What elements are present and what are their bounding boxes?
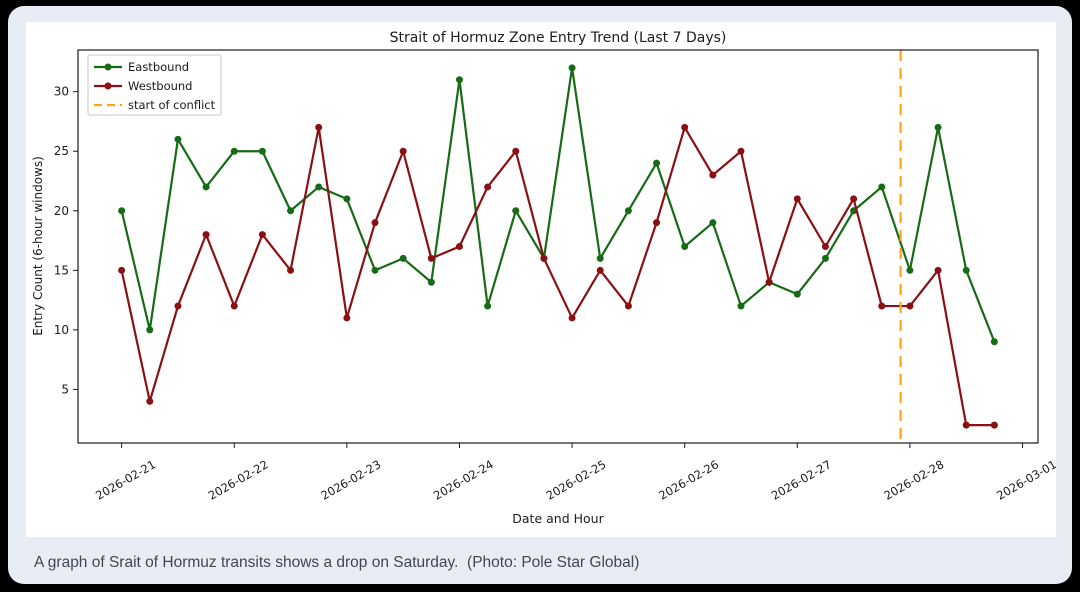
data-point-eastbound [737,302,745,310]
series-line-eastbound [120,66,996,343]
data-point-eastbound [653,159,661,167]
chart-figure: Strait of Hormuz Zone Entry Trend (Last … [26,22,1056,537]
data-point-eastbound [174,135,182,143]
data-point-westbound [258,231,266,239]
data-point-westbound [878,302,886,310]
data-point-eastbound [230,147,238,155]
x-tick-label: 2026-03-01 [994,457,1056,503]
y-tick-label: 10 [54,323,69,337]
data-point-eastbound [793,290,801,298]
x-tick-label: 2026-02-21 [93,457,158,503]
data-point-eastbound [906,266,914,274]
data-point-eastbound [287,207,295,215]
photo-card: Strait of Hormuz Zone Entry Trend (Last … [8,6,1072,584]
data-point-eastbound [681,243,689,250]
x-tick-label: 2026-02-26 [656,457,721,503]
data-point-eastbound [512,207,520,215]
data-point-eastbound [990,338,998,346]
legend-label: Westbound [128,79,193,93]
data-point-eastbound [146,326,154,334]
data-point-eastbound [934,123,942,131]
data-point-westbound [371,219,379,227]
hormuz-entry-trend-chart: Strait of Hormuz Zone Entry Trend (Last … [31,30,1056,526]
y-tick-label: 15 [54,263,69,277]
x-tick-label: 2026-02-24 [431,457,496,503]
data-point-westbound [624,302,632,310]
data-point-eastbound [427,278,435,286]
data-point-westbound [737,147,745,155]
data-point-eastbound [399,254,407,262]
data-point-eastbound [624,207,632,215]
data-point-westbound [146,397,154,405]
data-point-westbound [653,219,661,227]
data-point-eastbound [962,266,970,274]
data-point-westbound [540,254,548,262]
data-point-westbound [906,302,914,310]
y-tick-label: 30 [54,85,69,99]
data-point-eastbound [821,254,829,262]
legend-box [87,54,222,116]
data-point-westbound [315,123,323,131]
data-point-westbound [765,278,773,286]
legend-label: Eastbound [128,60,189,74]
data-point-westbound [962,421,970,429]
data-point-eastbound [878,183,886,191]
data-point-eastbound [315,183,323,191]
data-point-eastbound [343,195,351,203]
photo-caption: A graph of Srait of Hormuz transits show… [34,554,640,571]
data-point-westbound [681,123,689,131]
x-tick-label: 2026-02-25 [544,457,609,503]
data-point-eastbound [596,254,604,262]
data-point-eastbound [118,207,126,215]
data-point-westbound [427,254,435,262]
data-point-westbound [484,183,492,191]
data-point-westbound [455,243,463,250]
data-point-westbound [596,266,604,274]
x-tick-label: 2026-02-22 [206,457,271,503]
x-tick-label: 2026-02-28 [881,457,946,503]
legend-label: start of conflict [128,98,216,112]
data-point-eastbound [484,302,492,310]
data-point-westbound [793,195,801,203]
x-axis-label: Date and Hour [512,511,604,526]
data-point-westbound [343,314,351,322]
x-tick-label: 2026-02-27 [769,457,834,503]
data-point-westbound [512,147,520,155]
data-point-westbound [990,421,998,429]
data-point-westbound [287,266,295,274]
y-tick-label: 25 [54,144,69,158]
data-point-westbound [230,302,238,310]
data-point-westbound [568,314,576,322]
data-point-westbound [850,195,858,203]
x-tick-label: 2026-02-23 [318,457,383,503]
series-line-westbound [120,126,995,427]
data-point-westbound [118,266,126,274]
data-point-eastbound [709,219,717,227]
plot-spines [77,49,1039,444]
data-point-eastbound [568,64,576,72]
data-point-westbound [202,231,210,239]
data-point-eastbound [371,266,379,274]
data-point-westbound [709,171,717,179]
data-point-eastbound [202,183,210,191]
chart-title: Strait of Hormuz Zone Entry Trend (Last … [390,30,727,46]
data-point-westbound [174,302,182,310]
y-tick-label: 20 [54,204,69,218]
data-point-westbound [821,243,829,250]
y-tick-label: 5 [61,382,69,396]
data-point-eastbound [455,76,463,84]
y-axis-label: Entry Count (6-hour windows) [31,156,45,336]
legend-marker [104,63,112,71]
legend-marker [104,82,112,90]
data-point-westbound [399,147,407,155]
data-point-westbound [934,266,942,274]
data-point-eastbound [258,147,266,155]
